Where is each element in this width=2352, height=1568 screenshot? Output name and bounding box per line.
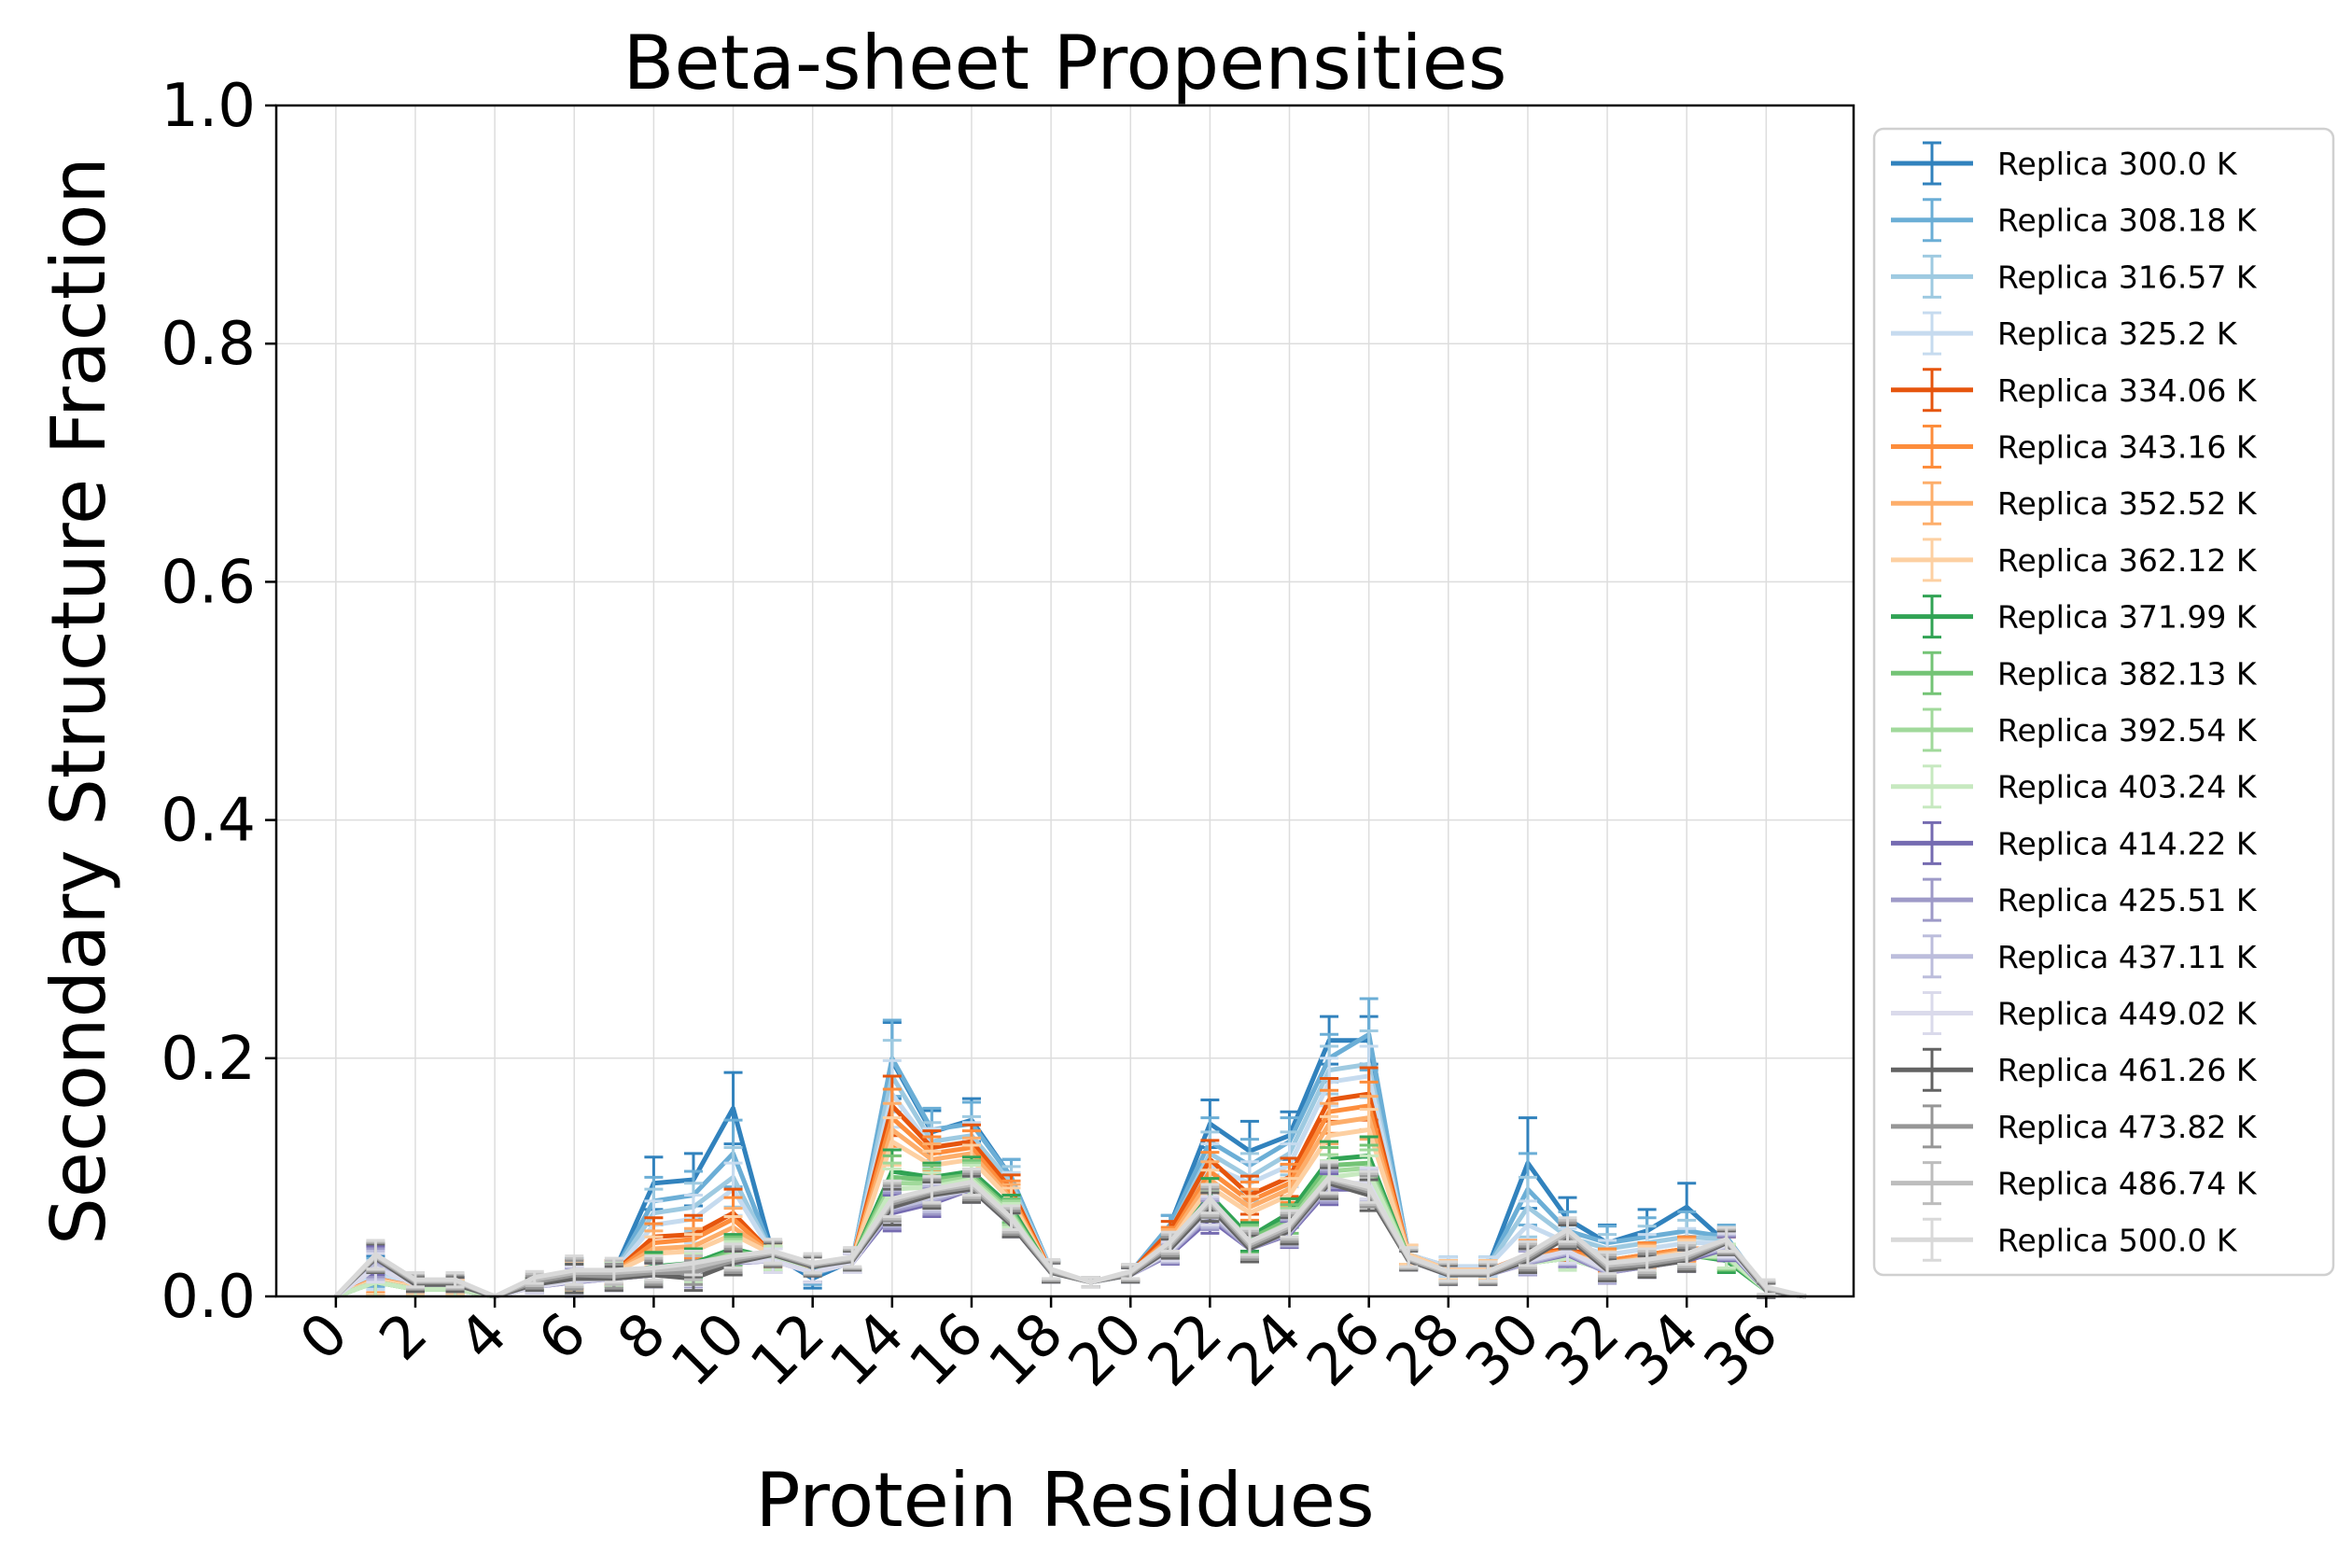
legend-item: Replica 371.99 K bbox=[1891, 595, 2258, 639]
legend-label: Replica 308.18 K bbox=[1997, 203, 2258, 239]
legend-item: Replica 473.82 K bbox=[1891, 1104, 2258, 1149]
legend-item: Replica 300.0 K bbox=[1891, 141, 2238, 186]
legend-item: Replica 403.24 K bbox=[1891, 764, 2258, 809]
legend-item: Replica 500.0 K bbox=[1891, 1217, 2238, 1262]
legend-label: Replica 414.22 K bbox=[1997, 825, 2258, 861]
legend-label: Replica 473.82 K bbox=[1997, 1109, 2258, 1145]
legend-item: Replica 461.26 K bbox=[1891, 1047, 2258, 1092]
y-tick-label: 0.8 bbox=[161, 310, 256, 379]
legend-item: Replica 392.54 K bbox=[1891, 707, 2258, 752]
y-tick-label: 1.0 bbox=[161, 72, 256, 141]
legend-item: Replica 362.12 K bbox=[1891, 538, 2258, 582]
legend: Replica 300.0 K Replica 308.18 K Replica 3… bbox=[1872, 127, 2335, 1277]
legend-label: Replica 382.13 K bbox=[1997, 655, 2258, 692]
legend-item: Replica 334.06 K bbox=[1891, 368, 2258, 413]
legend-items: Replica 300.0 K Replica 308.18 K Replica 3… bbox=[1891, 141, 2258, 1262]
chart-title: Beta-sheet Propensities bbox=[623, 20, 1507, 106]
legend-item: Replica 343.16 K bbox=[1891, 425, 2258, 469]
legend-label: Replica 325.2 K bbox=[1997, 315, 2238, 352]
y-tick-label: 0.4 bbox=[161, 787, 256, 856]
legend-label: Replica 316.57 K bbox=[1997, 259, 2258, 295]
legend-item: Replica 325.2 K bbox=[1891, 311, 2238, 356]
plot-frame bbox=[274, 104, 1855, 1298]
legend-label: Replica 300.0 K bbox=[1997, 146, 2238, 182]
legend-label: Replica 461.26 K bbox=[1997, 1052, 2258, 1088]
series-19 bbox=[334, 1160, 1807, 1299]
legend-item: Replica 486.74 K bbox=[1891, 1161, 2258, 1206]
legend-label: Replica 371.99 K bbox=[1997, 599, 2258, 636]
legend-label: Replica 362.12 K bbox=[1997, 542, 2258, 579]
legend-item: Replica 414.22 K bbox=[1891, 820, 2258, 865]
y-axis-ticks: 0.0 0.2 0.4 0.6 0.8 1.0 bbox=[161, 72, 276, 1332]
y-tick-label: 0.6 bbox=[161, 548, 256, 617]
legend-label: Replica 392.54 K bbox=[1997, 712, 2258, 749]
series-layer bbox=[334, 997, 1807, 1299]
y-tick-label: 0.2 bbox=[161, 1025, 256, 1094]
legend-label: Replica 437.11 K bbox=[1997, 939, 2258, 975]
y-tick-label: 0.0 bbox=[161, 1263, 256, 1332]
legend-label: Replica 425.51 K bbox=[1997, 882, 2258, 918]
series-line bbox=[334, 1174, 1807, 1299]
legend-label: Replica 403.24 K bbox=[1997, 769, 2258, 805]
legend-item: Replica 437.11 K bbox=[1891, 934, 2258, 979]
legend-label: Replica 343.16 K bbox=[1997, 429, 2258, 466]
x-axis-label: Protein Residues bbox=[755, 1457, 1374, 1544]
legend-item: Replica 352.52 K bbox=[1891, 481, 2258, 525]
legend-label: Replica 486.74 K bbox=[1997, 1166, 2258, 1202]
y-axis-label: Secondary Structure Fraction bbox=[35, 157, 122, 1245]
legend-item: Replica 425.51 K bbox=[1891, 877, 2258, 922]
legend-item: Replica 308.18 K bbox=[1891, 198, 2258, 243]
legend-item: Replica 449.02 K bbox=[1891, 991, 2258, 1035]
legend-frame bbox=[1872, 127, 2335, 1277]
legend-label: Replica 500.0 K bbox=[1997, 1222, 2238, 1258]
legend-item: Replica 382.13 K bbox=[1891, 651, 2258, 695]
legend-item: Replica 316.57 K bbox=[1891, 254, 2258, 299]
legend-label: Replica 352.52 K bbox=[1997, 485, 2258, 522]
legend-label: Replica 449.02 K bbox=[1997, 996, 2258, 1032]
legend-label: Replica 334.06 K bbox=[1997, 372, 2258, 409]
